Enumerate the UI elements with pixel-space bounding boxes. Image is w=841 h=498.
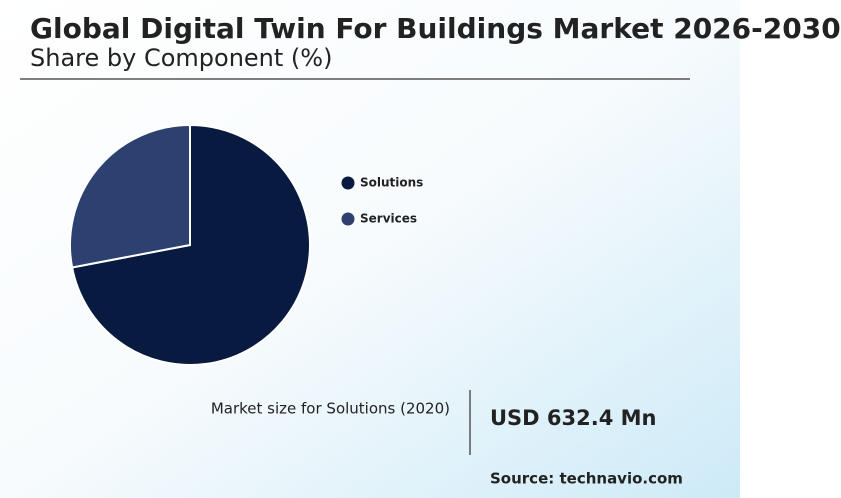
market-size-label: Market size for Solutions (2020) (211, 400, 450, 418)
pie-slice (69, 123, 191, 269)
chart-subtitle: Share by Component (%) (30, 44, 332, 72)
pie-slice (70, 123, 311, 366)
legend: Solutions Services (341, 176, 423, 226)
legend-marker (341, 176, 355, 190)
legend-marker (341, 212, 355, 226)
legend-label: Solutions (360, 176, 423, 190)
market-size-value: USD 632.4 Mn (490, 406, 657, 430)
chart-title: Global Digital Twin For Buildings Market… (30, 12, 841, 45)
pie (69, 123, 311, 366)
legend-label: Services (360, 212, 417, 226)
source: Source: technavio.com (490, 470, 683, 488)
